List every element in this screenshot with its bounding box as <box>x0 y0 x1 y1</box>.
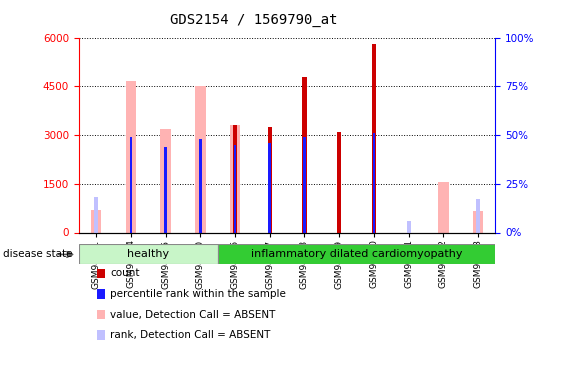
Bar <box>337 132 342 232</box>
Bar <box>97 268 105 278</box>
Text: healthy: healthy <box>127 249 169 259</box>
Bar <box>473 211 483 232</box>
Text: GDS2154 / 1569790_at: GDS2154 / 1569790_at <box>169 13 337 27</box>
Bar <box>302 76 307 232</box>
Bar <box>97 289 105 299</box>
Bar <box>97 310 105 320</box>
Bar <box>269 143 271 232</box>
Bar <box>267 127 272 232</box>
Bar <box>476 200 480 232</box>
Bar <box>303 137 306 232</box>
Bar <box>199 139 202 232</box>
Text: value, Detection Call = ABSENT: value, Detection Call = ABSENT <box>110 310 276 320</box>
Bar <box>195 86 205 232</box>
Text: inflammatory dilated cardiomyopathy: inflammatory dilated cardiomyopathy <box>251 249 462 259</box>
Bar <box>126 81 136 232</box>
Bar <box>406 221 411 232</box>
Bar <box>372 44 376 232</box>
Bar <box>164 147 167 232</box>
Bar <box>373 133 376 232</box>
Text: count: count <box>110 268 140 278</box>
Bar <box>438 182 449 232</box>
Bar <box>218 244 495 264</box>
Bar <box>230 125 240 232</box>
Bar <box>234 145 236 232</box>
Text: disease state: disease state <box>3 249 72 259</box>
Text: rank, Detection Call = ABSENT: rank, Detection Call = ABSENT <box>110 330 271 340</box>
Bar <box>129 137 132 232</box>
Bar <box>160 129 171 232</box>
Bar <box>94 197 99 232</box>
Bar <box>91 210 101 232</box>
Text: percentile rank within the sample: percentile rank within the sample <box>110 289 286 299</box>
Bar <box>97 330 105 340</box>
Bar <box>79 244 218 264</box>
Bar <box>233 125 238 232</box>
